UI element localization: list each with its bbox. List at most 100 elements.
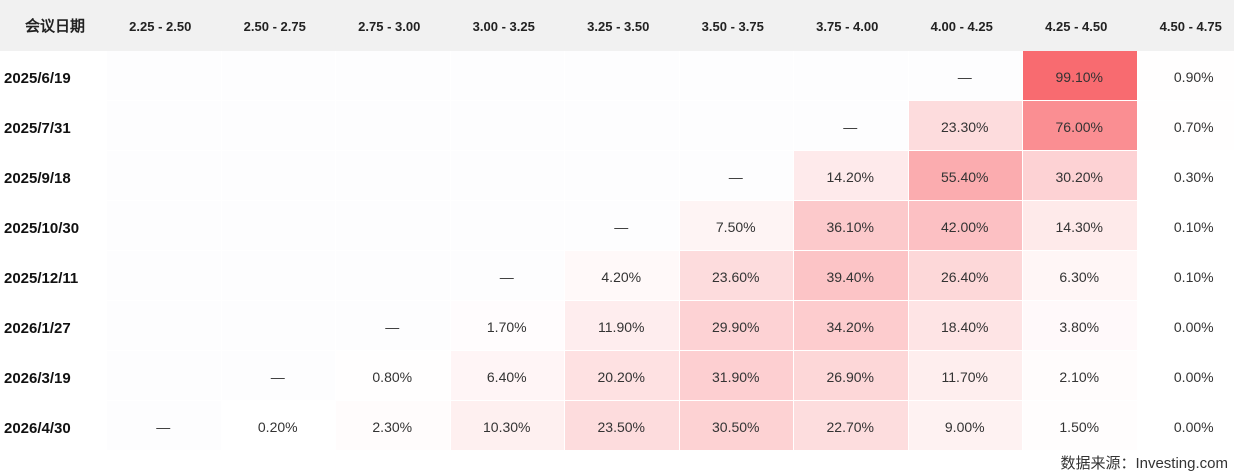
heatmap-cell — [1138, 51, 1234, 100]
cell-dash: — — [156, 419, 170, 435]
cell-probability: 31.90% — [712, 369, 759, 385]
heatmap-cell — [336, 251, 450, 300]
heatmap-cell — [909, 351, 1022, 400]
heatmap-cell — [1138, 151, 1234, 200]
heatmap-cell — [107, 351, 221, 400]
cell-probability: 18.40% — [941, 319, 988, 335]
heatmap-cell — [222, 201, 335, 250]
heatmap-cell — [1138, 401, 1234, 450]
cell-probability: 6.40% — [487, 369, 527, 385]
heatmap-cell — [451, 201, 564, 250]
header-range: 3.50 - 3.75 — [702, 19, 764, 34]
heatmap-cell — [107, 151, 221, 200]
meeting-date-label: 2025/6/19 — [4, 70, 71, 87]
cell-probability: 0.00% — [1174, 419, 1214, 435]
heatmap-cell — [680, 51, 793, 100]
heatmap-cell — [909, 151, 1022, 200]
heatmap-cell — [1023, 151, 1137, 200]
heatmap-cell — [680, 251, 793, 300]
heatmap-cell — [1023, 201, 1137, 250]
heatmap-cell — [222, 401, 335, 450]
heatmap-cell — [107, 201, 221, 250]
heatmap-cell — [451, 401, 564, 450]
cell-probability: 0.00% — [1174, 369, 1214, 385]
heatmap-cell — [336, 201, 450, 250]
heatmap-cell — [680, 351, 793, 400]
cell-probability: 0.10% — [1174, 219, 1214, 235]
heatmap-cell — [565, 251, 679, 300]
heatmap-cell — [336, 101, 450, 150]
heatmap-cell — [336, 351, 450, 400]
heatmap-cell — [565, 351, 679, 400]
cell-dash: — — [843, 119, 857, 135]
cell-probability: 3.80% — [1059, 319, 1099, 335]
cell-dash: — — [958, 69, 972, 85]
cell-probability: 1.50% — [1059, 419, 1099, 435]
heatmap-cell — [1023, 101, 1137, 150]
heatmap-cell — [565, 201, 679, 250]
heatmap-cell — [222, 101, 335, 150]
heatmap-cell — [1023, 351, 1137, 400]
cell-probability: 10.30% — [483, 419, 530, 435]
heatmap-cell — [336, 301, 450, 350]
cell-probability: 23.50% — [598, 419, 645, 435]
cell-probability: 26.40% — [941, 269, 988, 285]
heatmap-cell — [565, 51, 679, 100]
heatmap-cell — [1023, 301, 1137, 350]
cell-probability: 2.10% — [1059, 369, 1099, 385]
meeting-date-label: 2025/12/11 — [4, 270, 78, 287]
heatmap-cell — [1138, 201, 1234, 250]
header-band — [0, 0, 1234, 51]
cell-probability: 30.50% — [712, 419, 759, 435]
heatmap-cell — [1023, 251, 1137, 300]
cell-dash: — — [614, 219, 628, 235]
cell-probability: 0.20% — [258, 419, 298, 435]
cell-probability: 23.60% — [712, 269, 759, 285]
heatmap-cell — [1023, 51, 1137, 100]
meeting-date-label: 2026/3/19 — [4, 370, 71, 387]
cell-probability: 99.10% — [1056, 69, 1103, 85]
header-range: 3.25 - 3.50 — [587, 19, 649, 34]
heatmap-cell — [1138, 251, 1234, 300]
cell-probability: 55.40% — [941, 169, 988, 185]
heatmap-cell — [1138, 101, 1234, 150]
heatmap-cell — [909, 301, 1022, 350]
heatmap-cell — [222, 51, 335, 100]
heatmap-cell — [909, 51, 1022, 100]
heatmap-cell — [680, 151, 793, 200]
header-range: 3.00 - 3.25 — [473, 19, 535, 34]
heatmap-cell — [909, 251, 1022, 300]
cell-dash: — — [500, 269, 514, 285]
cell-probability: 30.20% — [1056, 169, 1103, 185]
cell-probability: 20.20% — [598, 369, 645, 385]
cell-probability: 9.00% — [945, 419, 985, 435]
heatmap-cell — [451, 301, 564, 350]
header-range: 3.75 - 4.00 — [816, 19, 878, 34]
heatmap-cell — [336, 51, 450, 100]
header-range: 2.25 - 2.50 — [129, 19, 191, 34]
heatmap-cell — [222, 251, 335, 300]
cell-probability: 0.80% — [372, 369, 412, 385]
heatmap-cell — [107, 301, 221, 350]
header-range: 2.50 - 2.75 — [244, 19, 306, 34]
cell-probability: 11.90% — [598, 319, 644, 335]
cell-probability: 1.70% — [487, 319, 527, 335]
cell-probability: 34.20% — [827, 319, 874, 335]
heatmap-cell — [107, 251, 221, 300]
heatmap-cell — [794, 201, 908, 250]
heatmap-cell — [794, 101, 908, 150]
heatmap-cell — [1023, 401, 1137, 450]
heatmap-cell — [336, 151, 450, 200]
heatmap-cell — [680, 201, 793, 250]
heatmap-cell — [336, 401, 450, 450]
heatmap-cell — [909, 401, 1022, 450]
heatmap-cell — [451, 351, 564, 400]
cell-probability: 76.00% — [1056, 119, 1103, 135]
cell-probability: 42.00% — [941, 219, 988, 235]
cell-probability: 6.30% — [1059, 269, 1099, 285]
cell-probability: 23.30% — [941, 119, 988, 135]
cell-probability: 2.30% — [372, 419, 412, 435]
cell-probability: 36.10% — [827, 219, 874, 235]
heatmap-cell — [680, 401, 793, 450]
heatmap-cell — [794, 251, 908, 300]
